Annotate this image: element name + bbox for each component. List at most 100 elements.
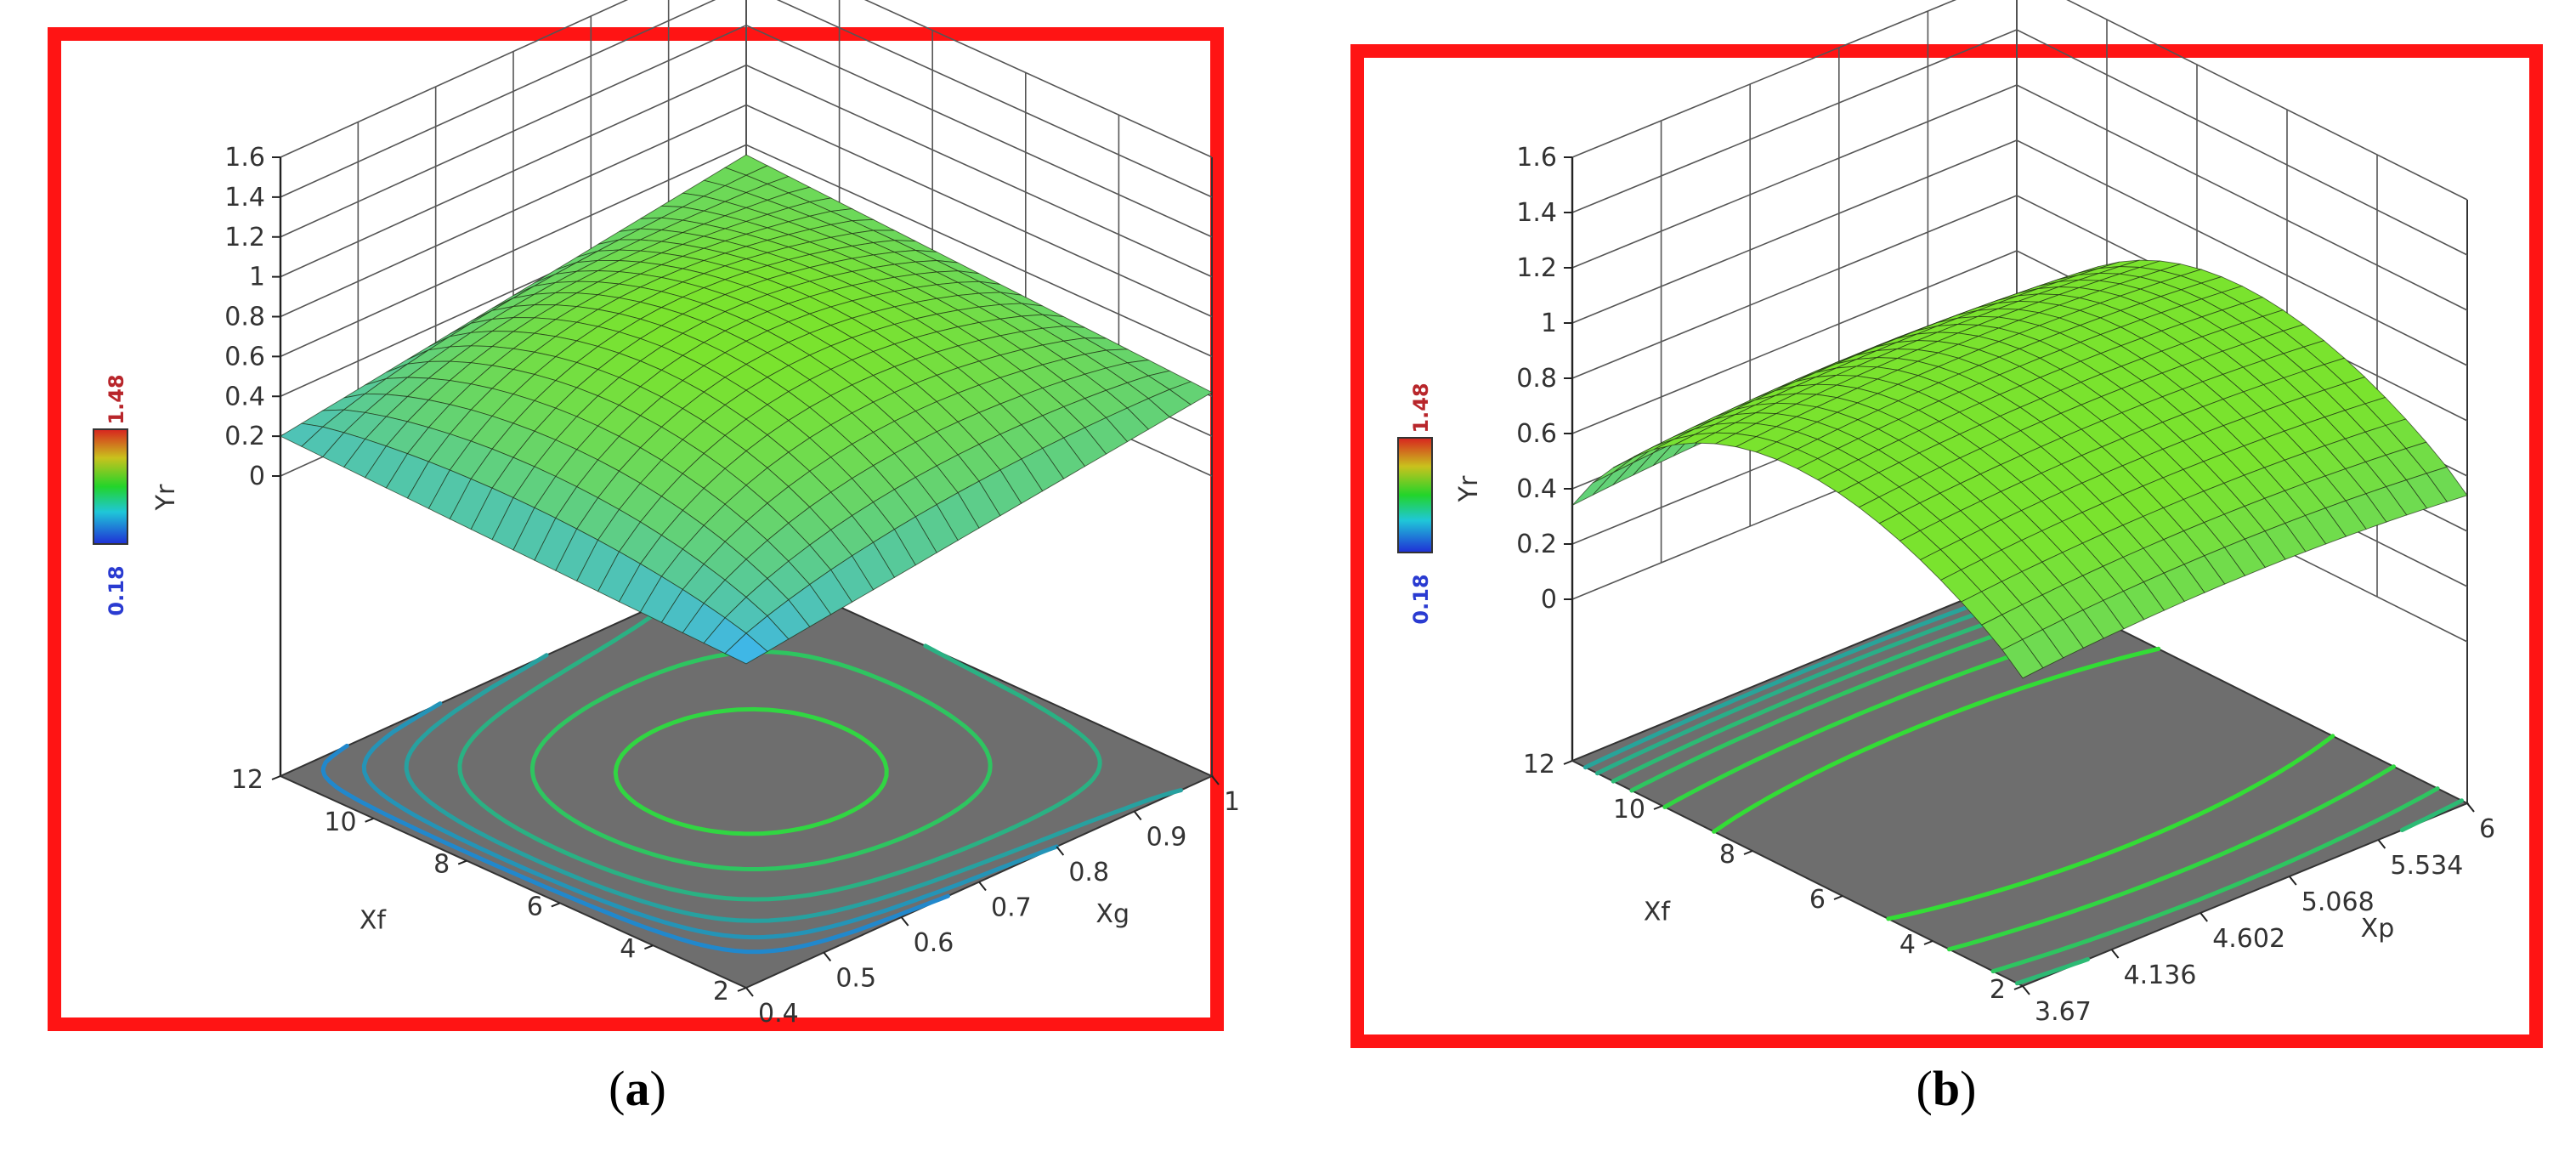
y-tick-mark (644, 944, 654, 950)
x-tick-mark (1133, 810, 1142, 821)
y-tick-mark (1833, 895, 1843, 900)
y-tick-label: 8 (1719, 840, 1735, 870)
y-tick-label: 6 (527, 892, 543, 921)
panel-frame (48, 27, 1224, 1031)
x-tick-label: 5.534 (2390, 851, 2463, 881)
colorbar-max-label: 1.48 (1409, 383, 1433, 433)
x-tick-label: 4.602 (2212, 924, 2285, 954)
z-axis-label: Yr (1454, 475, 1484, 502)
z-tick-label: 1.6 (1516, 143, 1557, 173)
y-tick-label: 2 (1990, 975, 2006, 1005)
y-tick-mark (1923, 940, 1933, 945)
contour-line (361, 701, 1059, 940)
y-tick-mark (2013, 985, 2024, 990)
y-tick-mark (457, 859, 467, 865)
caption-close: ) (650, 1061, 666, 1116)
x-tick-mark (1211, 775, 1220, 785)
contour-line (320, 743, 950, 955)
y-tick-label: 10 (324, 808, 356, 837)
x-tick-label: 1 (1224, 787, 1240, 817)
x-axis-label: Xp (2361, 914, 2395, 944)
y-axis-label: Xf (1644, 898, 1672, 927)
floor-axes: 3.67 4.136 4.602 5.068 5.534 6 2 4 6 8 10 12 Xp Xf Yr (1454, 475, 2495, 1027)
x-tick-mark (2289, 876, 2297, 886)
y-tick-label: 12 (1523, 750, 1555, 779)
contour-line (1712, 646, 2335, 921)
z-tick-label: 1.4 (1516, 198, 1557, 228)
z-tick-label: 0.4 (1516, 474, 1557, 504)
contour-line (613, 706, 889, 836)
y-tick-label: 6 (1809, 885, 1826, 915)
z-tick-label: 1.2 (224, 223, 265, 252)
colorbar-min-label: 0.18 (1409, 574, 1433, 624)
caption-open: ( (1916, 1061, 1933, 1116)
response-surface (280, 154, 1213, 665)
panel-caption: (b) (1916, 1061, 1977, 1116)
z-tick-label: 0.2 (1516, 530, 1557, 559)
z-tick-label: 0.6 (1516, 419, 1557, 449)
y-tick-label: 2 (713, 977, 729, 1006)
contour-line (1629, 605, 2440, 974)
x-tick-label: 5.068 (2301, 887, 2375, 917)
contour-line (404, 653, 1183, 923)
z-tick-label: 0.8 (224, 303, 265, 332)
z-tick-label: 0.8 (1516, 364, 1557, 394)
colorbar: 1.48 0.18 (1397, 383, 1433, 625)
z-tick-label: 0 (1541, 585, 1557, 615)
colorbar-max-label: 1.48 (105, 374, 128, 424)
x-axis-label: Xg (1096, 899, 1129, 929)
x-tick-label: 0.4 (758, 999, 799, 1029)
y-tick-mark (737, 987, 747, 992)
z-tick-label: 0 (249, 462, 265, 491)
x-tick-mark (978, 881, 987, 892)
caption-text: (b) (1916, 1061, 1977, 1116)
y-tick-mark (551, 902, 561, 908)
x-tick-mark (745, 987, 754, 997)
caption-letter: b (1933, 1061, 1960, 1116)
x-tick-mark (2022, 985, 2030, 995)
z-axis-label: Yr (151, 484, 181, 511)
caption-close: ) (1960, 1061, 1976, 1116)
y-tick-label: 12 (231, 765, 263, 795)
y-tick-label: 8 (433, 850, 450, 880)
y-axis-label: Xf (360, 906, 388, 936)
z-tick-label: 1.6 (224, 143, 265, 173)
x-tick-mark (2466, 802, 2475, 813)
x-tick-mark (900, 916, 909, 927)
x-tick-label: 0.5 (835, 964, 876, 994)
x-tick-mark (1056, 846, 1065, 856)
y-tick-mark (1653, 805, 1663, 810)
z-tick-label: 0.4 (224, 382, 265, 411)
z-tick-label: 0.6 (224, 342, 265, 371)
x-tick-label: 0.8 (1068, 858, 1109, 887)
colorbar-gradient (93, 428, 128, 545)
colorbar-gradient (1397, 437, 1433, 553)
caption-text: (a) (609, 1061, 666, 1116)
caption-open: ( (609, 1061, 625, 1116)
response-surface (1571, 259, 2468, 679)
y-tick-mark (365, 817, 374, 823)
surface-cell (1571, 472, 1614, 506)
panel-a: 0 0.2 0.4 0.6 0.8 1 1.2 1.4 1.6 0.4 0.5 0.6 0.7 0.8 0.… (48, 0, 1240, 1116)
x-tick-mark (2200, 912, 2208, 922)
x-tick-mark (2110, 949, 2120, 959)
z-tick-label: 1.2 (1516, 253, 1557, 283)
x-tick-label: 0.7 (991, 893, 1032, 923)
x-tick-label: 6 (2479, 814, 2495, 844)
x-tick-label: 0.6 (914, 928, 954, 958)
colorbar: 1.48 0.18 (93, 374, 128, 616)
panel-b: 0 0.2 0.4 0.6 0.8 1 1.2 1.4 1.6 3.67 4.136 4.602 5.0… (1350, 0, 2543, 1116)
panel-frame (1350, 44, 2543, 1048)
x-tick-label: 3.67 (2035, 997, 2092, 1027)
x-tick-mark (823, 951, 832, 962)
x-tick-label: 4.136 (2124, 961, 2197, 990)
x-tick-label: 0.9 (1146, 823, 1187, 853)
y-tick-label: 4 (620, 934, 636, 964)
z-tick-label: 1.4 (224, 183, 265, 213)
x-tick-mark (2377, 839, 2386, 849)
y-tick-label: 4 (1899, 930, 1916, 960)
caption-letter: a (626, 1061, 650, 1116)
z-tick-label: 1 (1541, 309, 1557, 338)
